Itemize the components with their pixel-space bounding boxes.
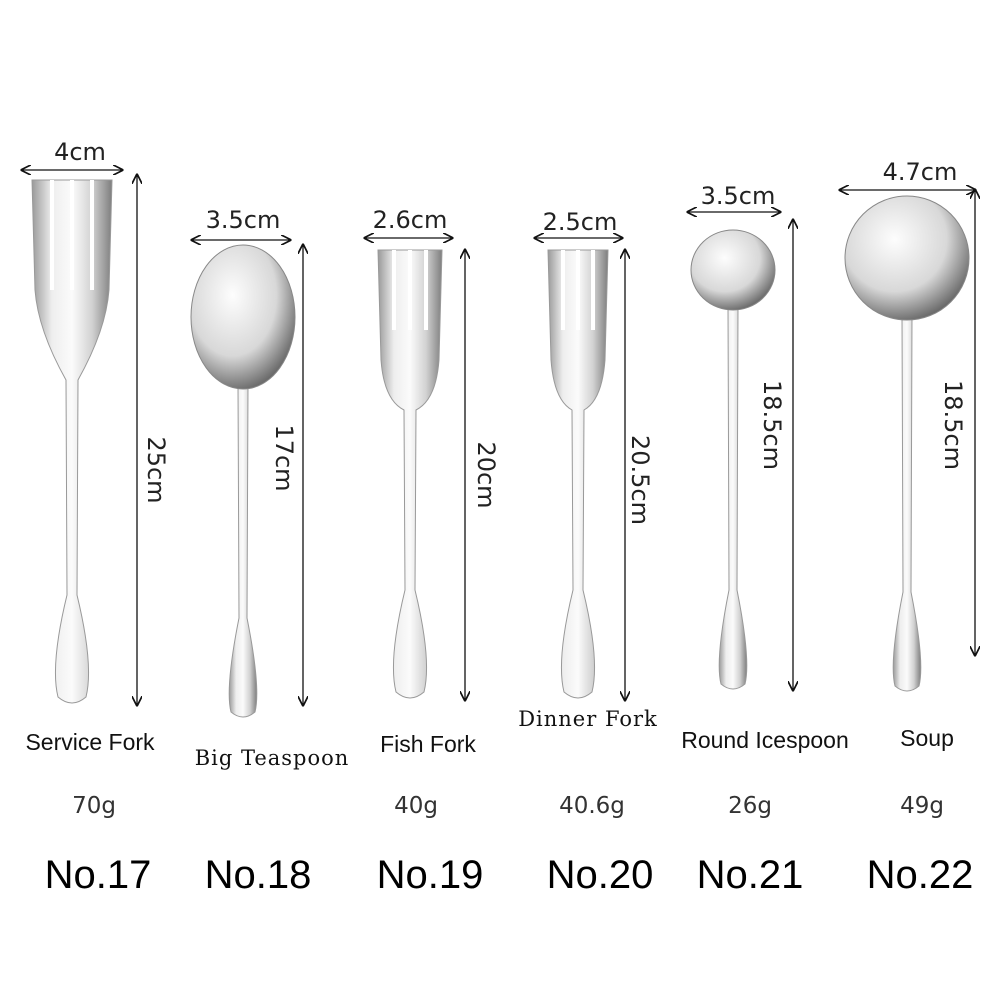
cutlery-fork-3	[377, 249, 443, 699]
fork-tine-gap	[50, 180, 54, 290]
item-number: No.20	[547, 853, 654, 897]
item-name: Fish Fork	[380, 731, 476, 757]
cutlery-fork-4	[547, 249, 609, 699]
cutlery-spoon-6	[844, 195, 970, 692]
fork-tine-gap	[392, 250, 396, 330]
item-weight: 40.6g	[559, 793, 625, 819]
length-label: 20.5cm	[626, 435, 654, 525]
item-weight: 26g	[728, 793, 772, 819]
fork-tine-gap	[408, 250, 412, 330]
width-label: 2.6cm	[373, 206, 448, 234]
fork-tine-gap	[591, 250, 595, 330]
fork-body	[547, 249, 609, 699]
length-label: 20cm	[472, 441, 500, 508]
spoon-bowl	[690, 229, 776, 311]
length-label: 25cm	[142, 436, 170, 503]
item-name: Service Fork	[25, 729, 155, 755]
length-label: 18.5cm	[758, 380, 786, 470]
fork-tine-gap	[424, 250, 428, 330]
item-name: Dinner Fork	[518, 707, 658, 731]
fork-tine-gap	[561, 250, 565, 330]
width-label: 3.5cm	[701, 182, 776, 210]
width-label: 4cm	[54, 138, 106, 166]
cutlery-fork-1	[31, 179, 113, 704]
item-weight: 40g	[394, 793, 438, 819]
fork-tine-gap	[90, 180, 94, 290]
item-weight: 49g	[900, 793, 944, 819]
fork-tine-gap	[70, 180, 74, 290]
item-number: No.22	[867, 853, 974, 897]
spoon-handle	[228, 383, 258, 718]
item-number: No.19	[377, 853, 484, 897]
fork-body	[377, 249, 443, 699]
spoon-bowl	[844, 195, 970, 321]
length-label: 18.5cm	[939, 380, 967, 470]
item-name: Big Teaspoon	[195, 746, 350, 770]
item-weight: 70g	[72, 793, 116, 819]
item-name: Soup	[900, 725, 954, 751]
spoon-handle	[718, 304, 748, 690]
item-name: Round Icespoon	[681, 727, 849, 753]
fork-body	[31, 179, 113, 704]
length-label: 17cm	[270, 424, 298, 491]
cutlery-spoon-5	[690, 229, 776, 690]
item-number: No.21	[697, 853, 804, 897]
spoon-handle	[892, 314, 922, 692]
fork-tine-gap	[576, 250, 580, 330]
item-number: No.17	[45, 853, 152, 897]
item-number: No.18	[205, 853, 312, 897]
spoon-bowl	[190, 244, 296, 390]
width-label: 3.5cm	[206, 206, 281, 234]
cutlery-spoon-2	[190, 244, 296, 718]
width-label: 4.7cm	[883, 158, 958, 186]
width-label: 2.5cm	[543, 208, 618, 236]
